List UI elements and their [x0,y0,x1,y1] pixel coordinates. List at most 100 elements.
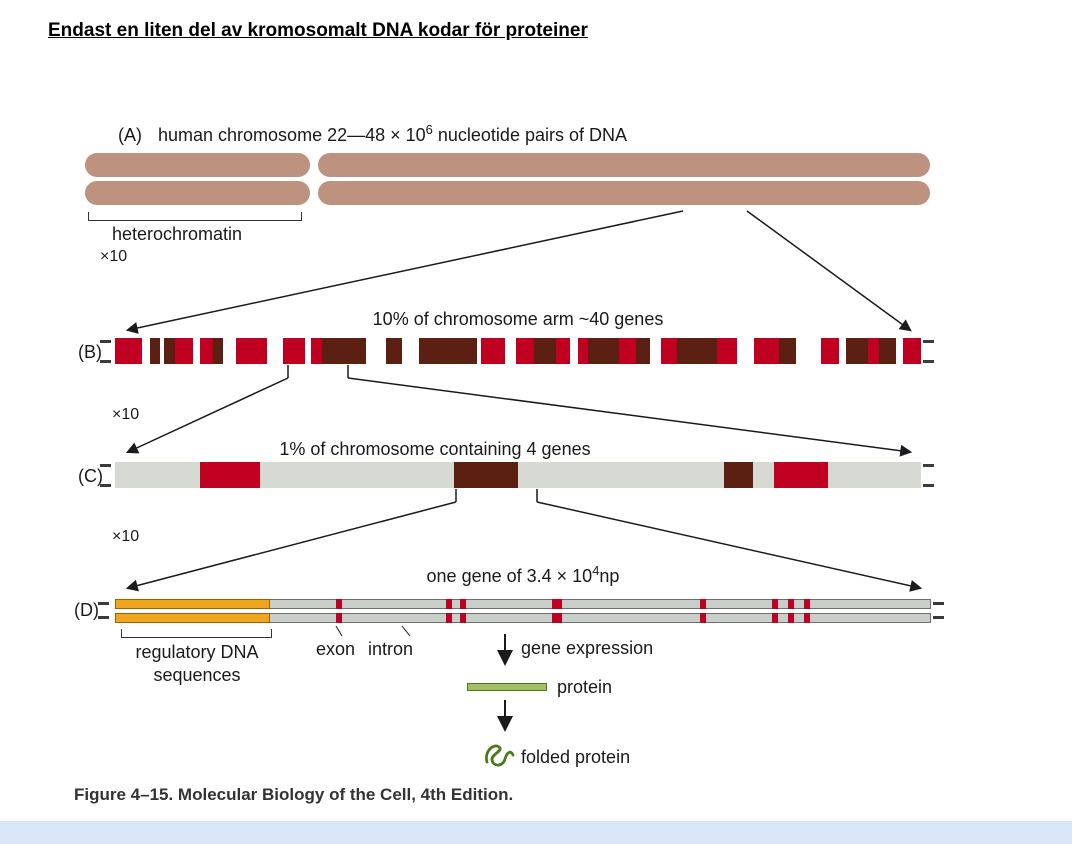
bar-segment-dark [149,338,161,364]
chromatid-bottom-right-arm [318,181,930,205]
exon-tick [552,599,562,609]
panel-d-text-pre: one gene of 3.4 × 10 [426,566,593,586]
panel-a-text-post: nucleotide pairs of DNA [432,125,627,145]
exon-tick [336,599,342,609]
bar-segment-red [311,338,323,364]
bar-cut-mark [98,616,109,619]
exon-tick [700,599,706,609]
bar-segment-gray [115,462,200,488]
panel-b-heading: 10% of chromosome arm ~40 genes [372,309,664,329]
chromatid-top-left-arm [85,153,310,177]
bar-segment-dark [879,338,896,364]
exon-tick [336,613,342,623]
exon-tick [804,599,810,609]
bar-cut-mark [923,484,934,487]
bar-segment-red [773,462,829,488]
regulatory-label: regulatory DNA sequences [103,641,291,687]
bar-segment-red [577,338,589,364]
bar-segment-red [235,338,267,364]
bar-segment-red [619,338,636,364]
gene-expression-label: gene expression [521,638,654,658]
panel-a-caption: (A) human chromosome 22—48 × 106 nucleoti… [118,122,627,146]
bar-segment-white [476,338,482,364]
chromosome-segment-bar [115,462,922,488]
protein-bar [467,683,547,691]
bar-segment-white [795,338,822,364]
exon-tick [552,613,562,623]
bar-segment-dark [846,338,869,364]
chromatid-bottom-left-arm [85,181,310,205]
zoom-x10-label-a: ×10 [100,248,128,265]
bar-segment-dark [779,338,796,364]
zoom-x10-label-c: ×10 [112,528,140,545]
chromatid-top-right-arm [318,153,930,177]
bar-segment-white [223,338,236,364]
regulatory-label-line1: regulatory DNA [135,642,259,662]
slide-bottom-band [0,821,1072,844]
bar-segment-red [115,338,143,364]
bar-segment-dark [322,338,366,364]
bar-segment-white [650,338,662,364]
exon-tick [804,613,810,623]
bar-segment-dark [418,338,477,364]
slide-title: Endast en liten del av kromosomalt DNA k… [48,20,588,41]
bar-segment-gray [518,462,724,488]
panel-d-text-post: np [599,566,620,586]
folded-protein-label: folded protein [521,747,631,767]
heterochromatin-bracket [88,212,302,221]
bar-cut-mark [923,360,934,363]
bar-cut-mark [933,616,944,619]
panel-a-text-pre: human chromosome 22—48 × 10 [158,125,426,145]
panel-a-label: (A) [118,125,142,145]
bar-segment-dark [723,462,754,488]
bar-segment-gray [828,462,922,488]
exon-tick [460,599,466,609]
bar-segment-dark [635,338,651,364]
bar-cut-mark [100,360,111,363]
bar-cut-mark [100,464,111,467]
bar-segment-dark [588,338,620,364]
bar-segment-red [717,338,738,364]
bar-cut-mark [98,602,109,605]
bar-segment-gray [260,462,454,488]
bar-segment-red [753,338,780,364]
bar-segment-red [481,338,505,364]
regulatory-dna-region [115,613,270,623]
bar-segment-red [174,338,194,364]
bar-segment-white [142,338,150,364]
exon-tick [772,613,778,623]
panel-c-label: (C) [78,466,103,486]
heterochromatin-label: heterochromatin [112,224,243,244]
bar-segment-white [193,338,201,364]
bar-segment-white [402,338,419,364]
bar-cut-mark [923,464,934,467]
bar-segment-white [266,338,284,364]
bar-segment-dark [213,338,224,364]
bar-segment-red [200,338,214,364]
protein-label: protein [557,677,613,697]
exon-tick [788,613,794,623]
bar-segment-dark [677,338,718,364]
panel-d-heading: one gene of 3.4 × 104np [115,563,931,587]
regulatory-bracket [121,629,272,638]
exon-tick [460,613,466,623]
chromosome-22-drawing [85,153,930,205]
folded-protein-icon [485,744,515,767]
panel-a-exponent: 6 [425,122,433,137]
gene-dna-strand-bottom [115,613,931,623]
bar-segment-dark [453,462,518,488]
bar-segment-red [283,338,305,364]
panel-d-label: (D) [74,600,99,620]
bar-segment-white [839,338,847,364]
bar-segment-white [365,338,386,364]
bar-segment-dark [385,338,403,364]
bar-segment-white [304,338,312,364]
bar-segment-white [504,338,516,364]
exon-tick [788,599,794,609]
bar-segment-white [737,338,754,364]
bar-cut-mark [100,340,111,343]
exon-tick [446,599,452,609]
exon-label: exon [316,639,356,659]
bar-cut-mark [933,602,944,605]
bar-segment-red [555,338,571,364]
